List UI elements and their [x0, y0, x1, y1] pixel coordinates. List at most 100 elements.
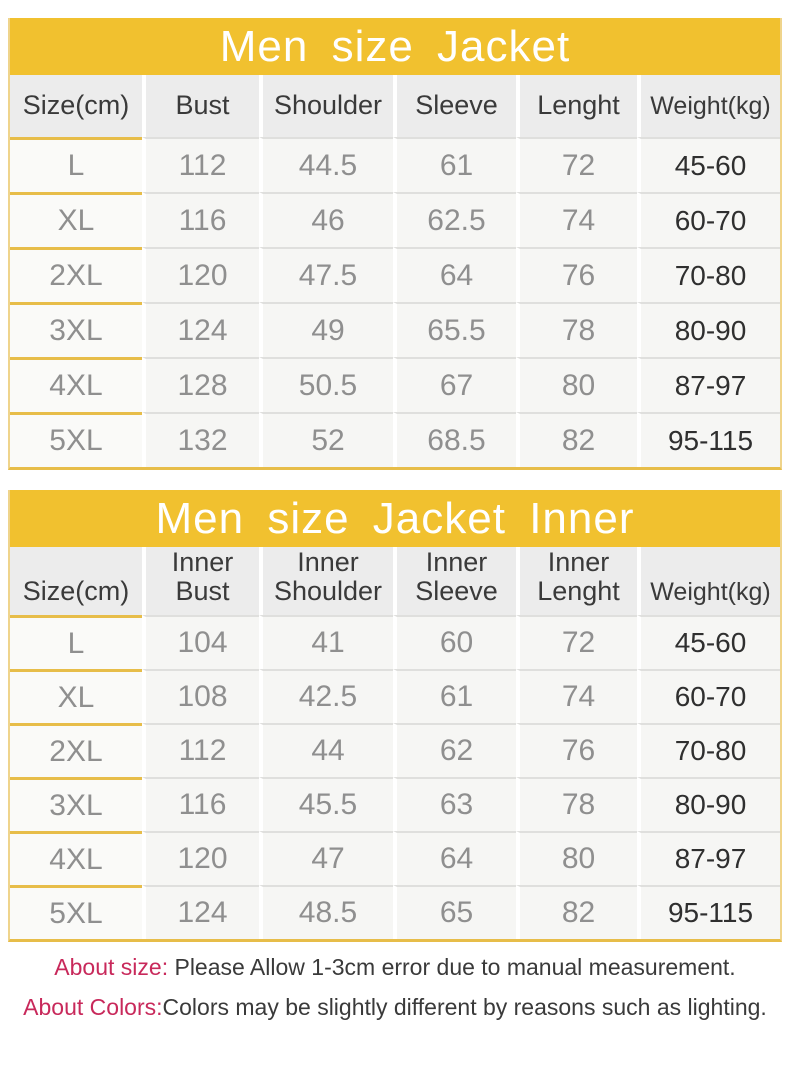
weight-cell: 95-115	[637, 885, 780, 939]
measurement-cell: 108	[142, 669, 259, 723]
column-header: Sleeve	[393, 75, 516, 137]
weight-cell: 45-60	[637, 615, 780, 669]
measurement-cell: 120	[142, 831, 259, 885]
weight-cell: 80-90	[637, 302, 780, 357]
column-header: Inner Lenght	[516, 547, 637, 615]
measurement-cell: 62	[393, 723, 516, 777]
measurement-cell: 124	[142, 302, 259, 357]
measurement-cell: 82	[516, 885, 637, 939]
size-cell: 3XL	[10, 302, 142, 357]
measurement-cell: 45.5	[259, 777, 393, 831]
measurement-cell: 82	[516, 412, 637, 467]
column-header: Bust	[142, 75, 259, 137]
measurement-cell: 62.5	[393, 192, 516, 247]
measurement-cell: 76	[516, 723, 637, 777]
note-about-size: About size: Please Allow 1-3cm error due…	[0, 952, 790, 983]
column-header: Size(cm)	[10, 75, 142, 137]
measurement-cell: 60	[393, 615, 516, 669]
measurement-cell: 65.5	[393, 302, 516, 357]
measurement-cell: 80	[516, 357, 637, 412]
jacket-size-table: Men size Jacket Size(cm) Bust Shoulder Slee…	[8, 18, 782, 470]
measurement-cell: 65	[393, 885, 516, 939]
measurement-cell: 76	[516, 247, 637, 302]
note-about-colors-text: Colors may be slightly different by reas…	[162, 994, 767, 1021]
measurement-cell: 46	[259, 192, 393, 247]
column-header: Inner Shoulder	[259, 547, 393, 615]
measurement-cell: 116	[142, 777, 259, 831]
weight-cell: 70-80	[637, 723, 780, 777]
measurement-cell: 61	[393, 669, 516, 723]
note-about-size-text: Please Allow 1-3cm error due to manual m…	[168, 954, 736, 980]
measurement-cell: 112	[142, 723, 259, 777]
size-cell: XL	[10, 192, 142, 247]
column-header: Lenght	[516, 75, 637, 137]
jacket-inner-table-title: Men size Jacket Inner	[155, 493, 635, 543]
size-cell: 4XL	[10, 357, 142, 412]
measurement-cell: 112	[142, 137, 259, 192]
measurement-cell: 78	[516, 302, 637, 357]
measurement-cell: 132	[142, 412, 259, 467]
column-header: Weight(kg)	[637, 547, 780, 615]
column-header: Inner Bust	[142, 547, 259, 615]
measurement-cell: 124	[142, 885, 259, 939]
size-cell: L	[10, 137, 142, 192]
note-about-colors-label: About Colors:	[23, 994, 163, 1021]
measurement-cell: 52	[259, 412, 393, 467]
size-cell: 5XL	[10, 885, 142, 939]
measurement-cell: 74	[516, 192, 637, 247]
weight-cell: 80-90	[637, 777, 780, 831]
jacket-inner-size-table: Men size Jacket Inner Size(cm) Inner Bust…	[8, 490, 782, 942]
column-header: Size(cm)	[10, 547, 142, 615]
measurement-cell: 63	[393, 777, 516, 831]
measurement-cell: 120	[142, 247, 259, 302]
weight-cell: 95-115	[637, 412, 780, 467]
note-about-colors: About Colors:Colors may be slightly diff…	[0, 992, 790, 1023]
measurement-cell: 49	[259, 302, 393, 357]
measurement-cell: 104	[142, 615, 259, 669]
weight-cell: 45-60	[637, 137, 780, 192]
measurement-cell: 44.5	[259, 137, 393, 192]
measurement-cell: 67	[393, 357, 516, 412]
measurement-cell: 47.5	[259, 247, 393, 302]
measurement-cell: 50.5	[259, 357, 393, 412]
measurement-cell: 128	[142, 357, 259, 412]
weight-cell: 60-70	[637, 669, 780, 723]
weight-cell: 70-80	[637, 247, 780, 302]
measurement-cell: 44	[259, 723, 393, 777]
measurement-cell: 61	[393, 137, 516, 192]
measurement-cell: 74	[516, 669, 637, 723]
measurement-cell: 64	[393, 831, 516, 885]
size-cell: 4XL	[10, 831, 142, 885]
measurement-cell: 48.5	[259, 885, 393, 939]
size-cell: 3XL	[10, 777, 142, 831]
measurement-cell: 80	[516, 831, 637, 885]
weight-cell: 87-97	[637, 357, 780, 412]
jacket-size-grid: Size(cm) Bust Shoulder Sleeve Lenght Weight(k…	[10, 75, 780, 467]
measurement-cell: 47	[259, 831, 393, 885]
measurement-cell: 78	[516, 777, 637, 831]
size-cell: L	[10, 615, 142, 669]
measurement-cell: 64	[393, 247, 516, 302]
measurement-cell: 68.5	[393, 412, 516, 467]
jacket-inner-table-title-band: Men size Jacket Inner	[10, 490, 780, 547]
size-cell: 2XL	[10, 723, 142, 777]
column-header: Inner Sleeve	[393, 547, 516, 615]
measurement-cell: 116	[142, 192, 259, 247]
measurement-cell: 72	[516, 615, 637, 669]
column-header: Shoulder	[259, 75, 393, 137]
size-cell: XL	[10, 669, 142, 723]
weight-cell: 60-70	[637, 192, 780, 247]
jacket-inner-size-grid: Size(cm) Inner Bust Inner Shoulder Inner Sl…	[10, 547, 780, 939]
jacket-table-title-band: Men size Jacket	[10, 18, 780, 75]
column-header: Weight(kg)	[637, 75, 780, 137]
note-about-size-label: About size:	[54, 954, 169, 980]
size-cell: 5XL	[10, 412, 142, 467]
size-cell: 2XL	[10, 247, 142, 302]
weight-cell: 87-97	[637, 831, 780, 885]
jacket-table-title: Men size Jacket	[219, 21, 571, 71]
measurement-cell: 72	[516, 137, 637, 192]
measurement-cell: 42.5	[259, 669, 393, 723]
measurement-cell: 41	[259, 615, 393, 669]
